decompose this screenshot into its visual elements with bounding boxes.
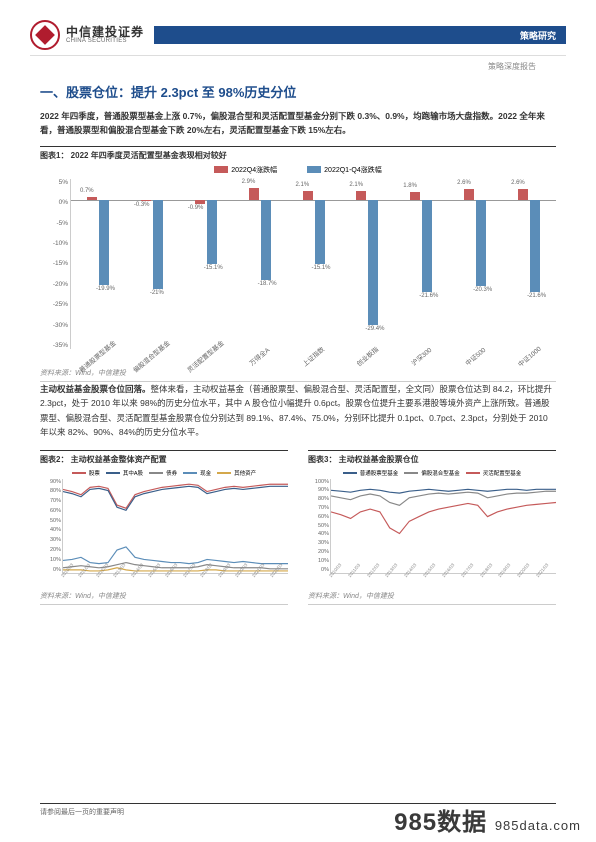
watermark: 985数据 985data.com	[394, 802, 581, 837]
legend-item: 股票	[72, 469, 100, 477]
chart2-line-chart: 股票其中A股债券现金其他资产 90%80%70%60%50%40%30%20%1…	[40, 469, 288, 589]
chart3-line-chart: 普通股票型基金偏股混合型基金灵活配置型基金 100%90%80%70%60%50…	[308, 469, 556, 589]
main-content: 一、股票仓位：提升 2.3pct 至 98%历史分位 2022 年四季度，普通股…	[0, 74, 596, 613]
chart2-source: 资料来源：Wind，中信建投	[40, 591, 288, 605]
chart1-label: 图表1： 2022 年四季度灵活配置型基金表现相对较好	[40, 146, 556, 161]
legend-item: 债券	[149, 469, 177, 477]
logo-cn-text: 中信建投证券	[66, 26, 144, 38]
page-header: 中信建投证券 CHINA SECURITIES 策略研究	[0, 0, 596, 55]
chart3-label: 图表3： 主动权益基金股票仓位	[308, 450, 556, 465]
legend-item: 普通股票型基金	[343, 469, 399, 477]
header-category-text: 策略研究	[520, 29, 556, 42]
section-title: 一、股票仓位：提升 2.3pct 至 98%历史分位	[40, 82, 556, 101]
legend-item: 现金	[183, 469, 211, 477]
chart2-label: 图表2： 主动权益基金整体资产配置	[40, 450, 288, 465]
paragraph-2: 主动权益基金股票仓位回落。整体来看，主动权益基金（普通股票型、偏股混合型、灵活配…	[40, 382, 556, 440]
company-logo: 中信建投证券 CHINA SECURITIES	[30, 20, 144, 50]
chart1-bar-chart: 2022Q4涨跌幅2022Q1-Q4涨跌幅 5%0%-5%-10%-15%-20…	[40, 165, 556, 365]
legend-item: 灵活配置型基金	[466, 469, 522, 477]
legend-item: 偏股混合型基金	[404, 469, 460, 477]
paragraph-1: 2022 年四季度，普通股票型基金上涨 0.7%，偏股混合型和灵活配置型基金分别…	[40, 109, 556, 138]
watermark-sub: 985data.com	[495, 818, 581, 833]
logo-en-text: CHINA SECURITIES	[66, 38, 144, 44]
legend-item: 其中A股	[106, 469, 143, 477]
chart3-source: 资料来源：Wind，中信建投	[308, 591, 556, 605]
header-category-bar: 策略研究	[154, 26, 566, 44]
report-type: 策略深度报告	[60, 58, 536, 72]
chart1-legend-item: 2022Q4涨跌幅	[214, 165, 277, 175]
legend-item: 其他资产	[217, 469, 256, 477]
chart1-legend-item: 2022Q1-Q4涨跌幅	[307, 165, 382, 175]
logo-icon	[30, 20, 60, 50]
watermark-main: 985数据	[394, 809, 487, 836]
para2-lead: 主动权益基金股票仓位回落。	[40, 384, 151, 394]
